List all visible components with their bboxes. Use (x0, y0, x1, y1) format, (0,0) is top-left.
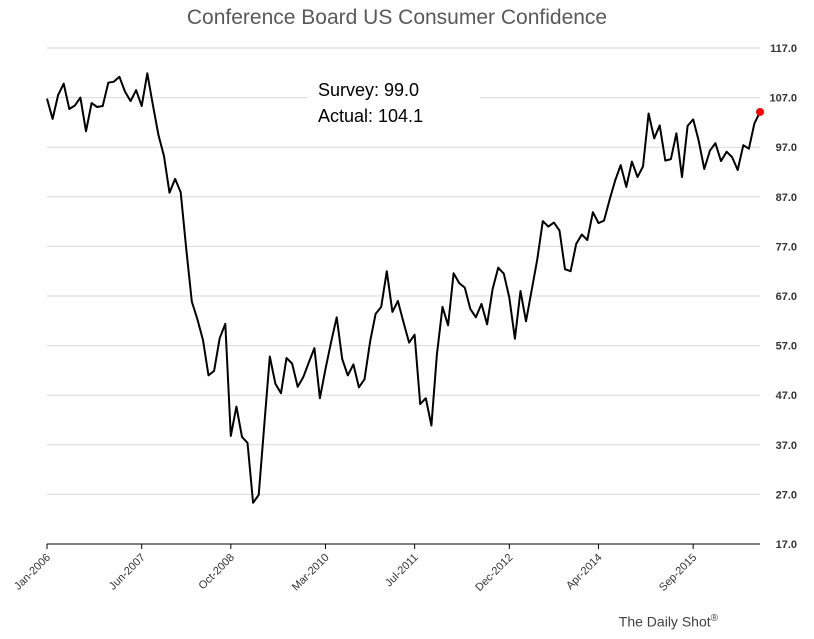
annotation-box (308, 76, 480, 132)
credit-text: The Daily Shot (618, 614, 711, 630)
x-tick-label: Jun-2007 (107, 552, 148, 593)
gridlines (47, 47, 760, 495)
y-tick-label: 27.0 (776, 489, 797, 501)
series-group (46, 72, 764, 504)
y-tick-label: 67.0 (776, 291, 797, 303)
y-tick-label: 47.0 (776, 390, 797, 402)
series-line (46, 72, 761, 504)
chart-title: Conference Board US Consumer Confidence (187, 6, 607, 29)
y-tick-label: 37.0 (776, 440, 797, 452)
y-tick-label: 77.0 (776, 241, 797, 253)
y-tick-label: 97.0 (776, 142, 797, 154)
survey-annotation: Survey: 99.0 (318, 80, 419, 100)
x-tick-label: Apr-2014 (564, 552, 604, 592)
y-axis-ticks: 117.0 107.0 97.0 87.0 77.0 67.0 57.0 47.0 37.0 27… (769, 43, 797, 551)
y-tick-label: 107.0 (769, 93, 797, 105)
y-tick-label: 117.0 (770, 43, 797, 55)
x-tick-label: Mar-2010 (290, 552, 332, 594)
x-tick-label: Sep-2015 (657, 552, 699, 594)
y-tick-label: 57.0 (776, 341, 797, 353)
x-tick-label: Dec-2012 (473, 552, 515, 594)
credit-label: The Daily Shot® (619, 613, 718, 630)
actual-annotation: Actual: 104.1 (318, 106, 423, 126)
x-tick-label: Oct-2008 (196, 552, 236, 592)
x-tick-label: Jul-2011 (383, 552, 421, 590)
latest-value-marker (756, 107, 764, 116)
y-tick-label: 87.0 (776, 192, 797, 204)
y-tick-label: 17.0 (776, 539, 797, 551)
x-axis: Jan-2006 Jun-2007 Oct-2008 Mar-2010 Jul-2011… (12, 543, 760, 594)
registered-mark: ® (710, 613, 718, 625)
x-tick-label: Jan-2006 (12, 552, 53, 593)
